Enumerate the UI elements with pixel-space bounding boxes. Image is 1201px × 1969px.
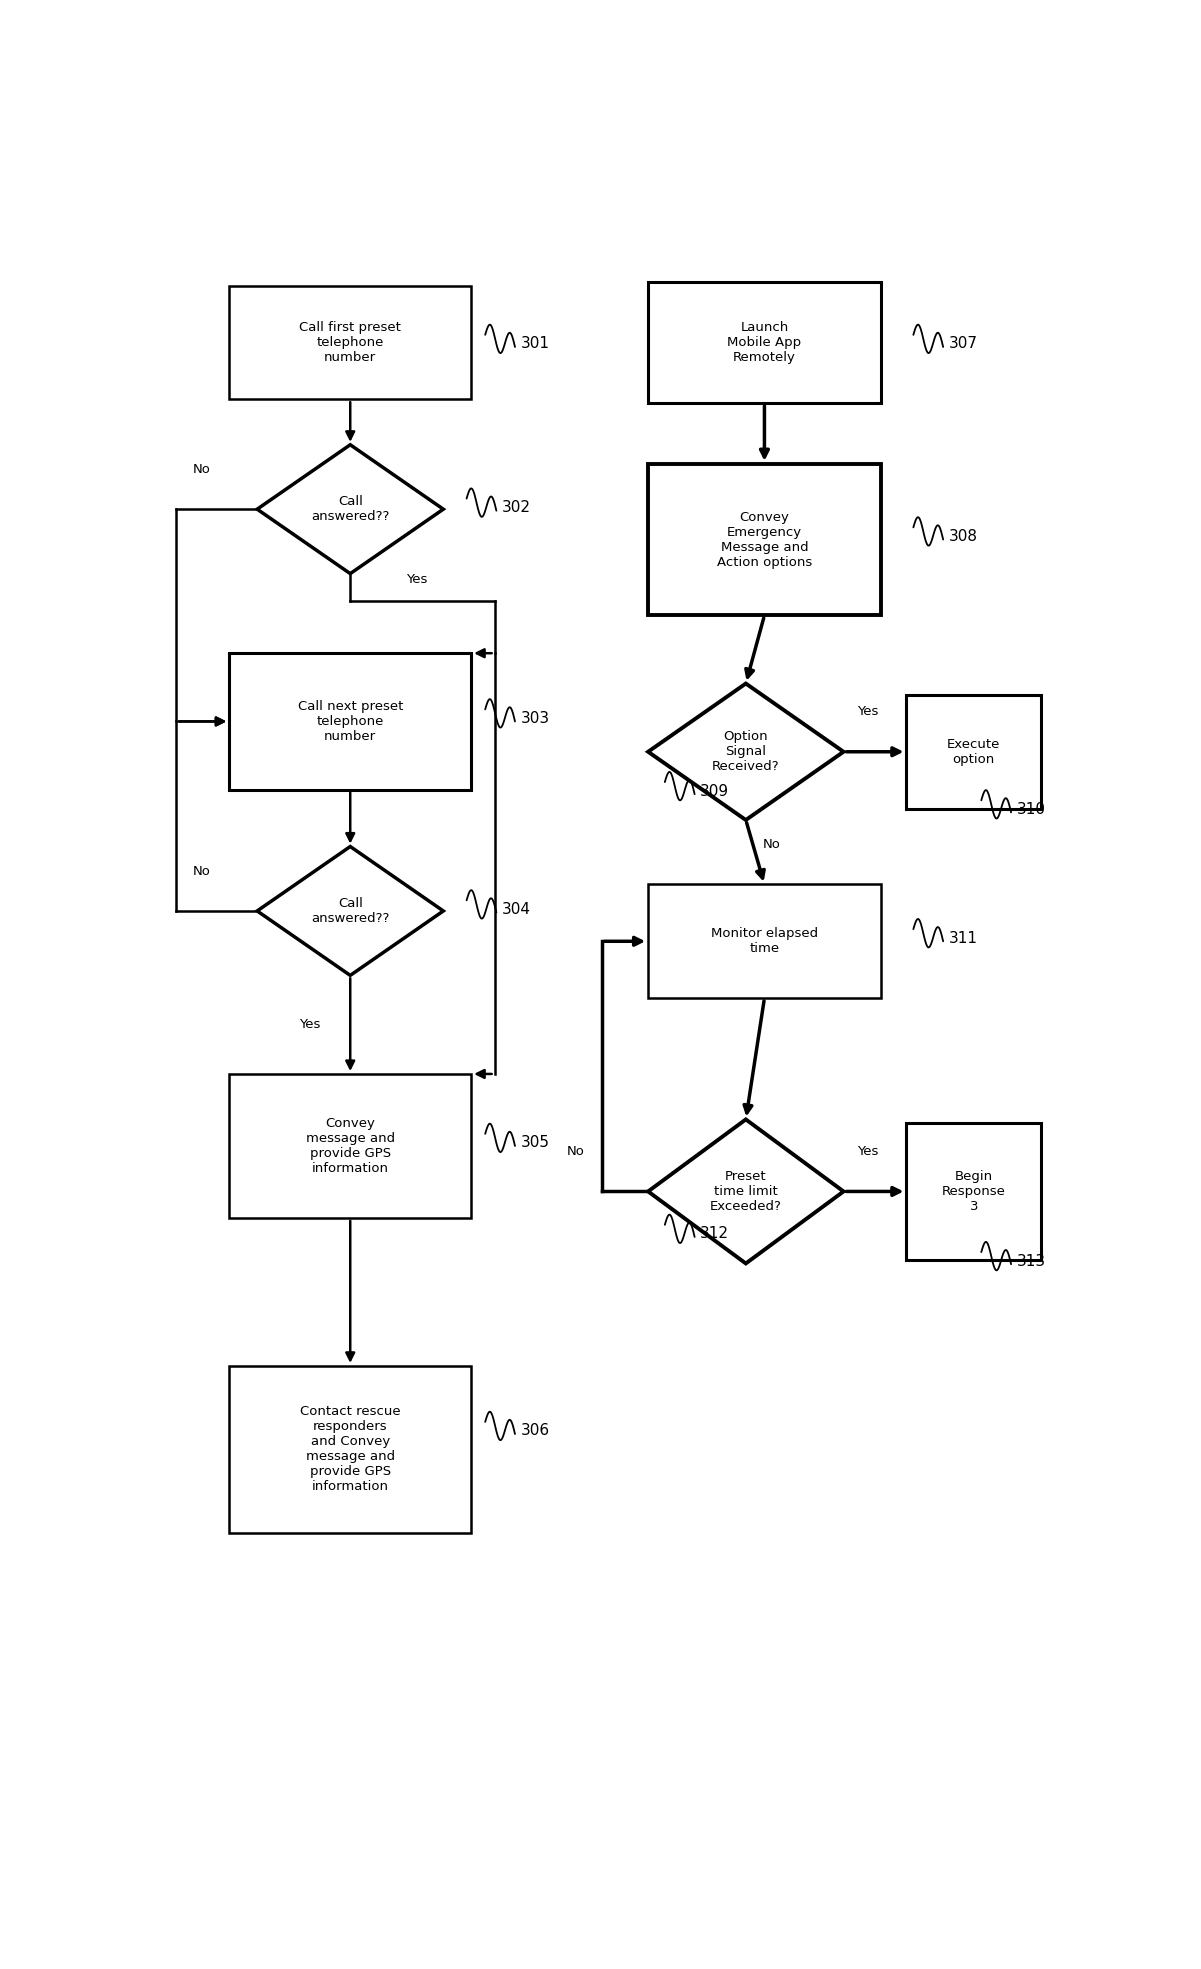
Text: 304: 304: [502, 902, 531, 918]
Text: 301: 301: [520, 337, 550, 350]
Text: Yes: Yes: [406, 573, 428, 585]
Text: Call first preset
telephone
number: Call first preset telephone number: [299, 321, 401, 364]
Text: No: No: [763, 839, 781, 851]
Text: 310: 310: [1017, 801, 1046, 817]
Text: Contact rescue
responders
and Convey
message and
provide GPS
information: Contact rescue responders and Convey mes…: [300, 1406, 401, 1493]
FancyBboxPatch shape: [649, 884, 880, 998]
Text: No: No: [567, 1146, 585, 1158]
Text: Option
Signal
Received?: Option Signal Received?: [712, 730, 779, 774]
Text: Yes: Yes: [299, 1018, 321, 1032]
Polygon shape: [257, 847, 443, 975]
Polygon shape: [257, 445, 443, 573]
FancyBboxPatch shape: [229, 286, 471, 400]
Text: 313: 313: [1017, 1254, 1046, 1268]
Text: 311: 311: [949, 931, 978, 945]
Text: 312: 312: [700, 1227, 729, 1240]
Text: Launch
Mobile App
Remotely: Launch Mobile App Remotely: [728, 321, 801, 364]
FancyBboxPatch shape: [229, 654, 471, 790]
FancyBboxPatch shape: [907, 1122, 1041, 1260]
Text: 308: 308: [949, 530, 978, 543]
Polygon shape: [649, 1120, 843, 1264]
FancyBboxPatch shape: [649, 463, 880, 614]
Text: Execute
option: Execute option: [948, 738, 1000, 766]
Polygon shape: [649, 683, 843, 819]
Text: 307: 307: [949, 337, 978, 350]
Text: 306: 306: [520, 1424, 550, 1439]
Text: 309: 309: [700, 784, 729, 799]
Text: Call
answered??: Call answered??: [311, 898, 389, 925]
Text: 302: 302: [502, 500, 531, 516]
Text: Monitor elapsed
time: Monitor elapsed time: [711, 927, 818, 955]
Text: 305: 305: [520, 1136, 550, 1150]
Text: Preset
time limit
Exceeded?: Preset time limit Exceeded?: [710, 1170, 782, 1213]
Text: No: No: [192, 864, 210, 878]
Text: Call next preset
telephone
number: Call next preset telephone number: [298, 699, 402, 742]
Text: Yes: Yes: [858, 1146, 879, 1158]
FancyBboxPatch shape: [907, 695, 1041, 809]
FancyBboxPatch shape: [229, 1366, 471, 1532]
Text: Convey
message and
provide GPS
information: Convey message and provide GPS informati…: [306, 1116, 395, 1175]
Text: Yes: Yes: [858, 705, 879, 719]
Text: 303: 303: [520, 711, 550, 727]
Text: Call
answered??: Call answered??: [311, 494, 389, 524]
Text: No: No: [192, 463, 210, 476]
FancyBboxPatch shape: [649, 282, 880, 404]
FancyBboxPatch shape: [229, 1073, 471, 1219]
Text: Begin
Response
3: Begin Response 3: [942, 1170, 1005, 1213]
Text: Convey
Emergency
Message and
Action options: Convey Emergency Message and Action opti…: [717, 510, 812, 569]
